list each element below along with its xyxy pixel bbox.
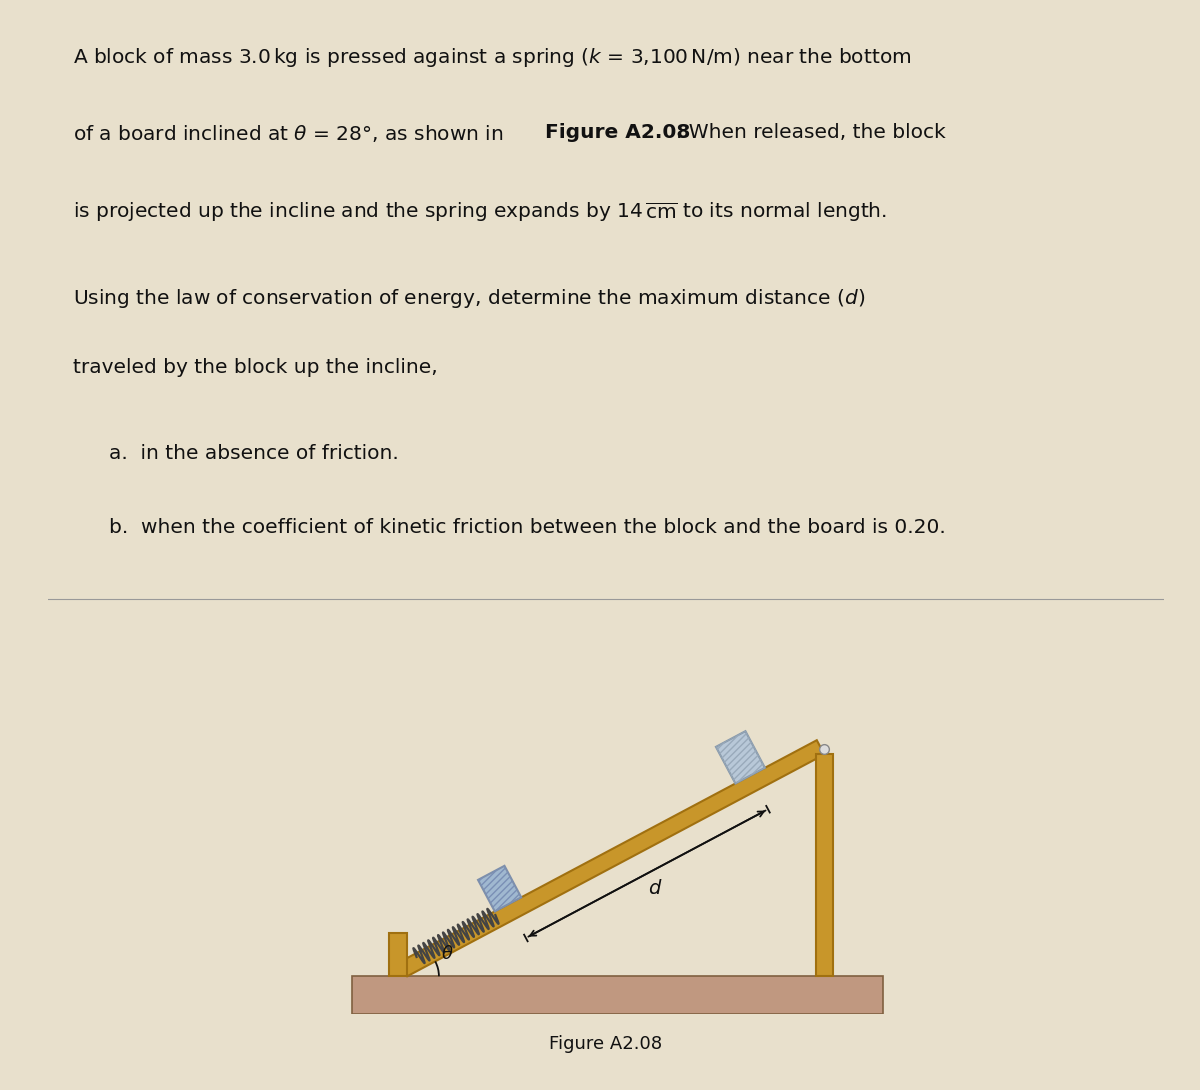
Text: traveled by the block up the incline,: traveled by the block up the incline, bbox=[72, 358, 437, 377]
Bar bbox=[353, 977, 882, 1014]
Text: . When released, the block: . When released, the block bbox=[677, 123, 946, 143]
Text: $d$: $d$ bbox=[648, 880, 662, 898]
Polygon shape bbox=[478, 865, 521, 911]
Text: of a board inclined at $\theta$ = 28°, as shown in: of a board inclined at $\theta$ = 28°, a… bbox=[72, 123, 505, 144]
Text: is projected up the incline and the spring expands by 14$\,\overline{\rm cm}$ to: is projected up the incline and the spri… bbox=[72, 201, 887, 225]
Text: $\theta$: $\theta$ bbox=[442, 945, 454, 964]
Bar bbox=[816, 754, 833, 977]
Bar bbox=[389, 933, 407, 977]
Polygon shape bbox=[400, 740, 824, 977]
Text: Figure A2.08: Figure A2.08 bbox=[545, 123, 690, 143]
Polygon shape bbox=[716, 731, 764, 784]
Text: A block of mass 3.0$\,$kg is pressed against a spring ($k$ = 3,100$\,$N/m) near : A block of mass 3.0$\,$kg is pressed aga… bbox=[72, 46, 911, 69]
Text: Figure A2.08: Figure A2.08 bbox=[550, 1034, 662, 1053]
Text: Using the law of conservation of energy, determine the maximum distance ($d$): Using the law of conservation of energy,… bbox=[72, 287, 865, 310]
Text: b.  when the coefficient of kinetic friction between the block and the board is : b. when the coefficient of kinetic frict… bbox=[109, 519, 946, 537]
Text: a.  in the absence of friction.: a. in the absence of friction. bbox=[109, 444, 400, 463]
